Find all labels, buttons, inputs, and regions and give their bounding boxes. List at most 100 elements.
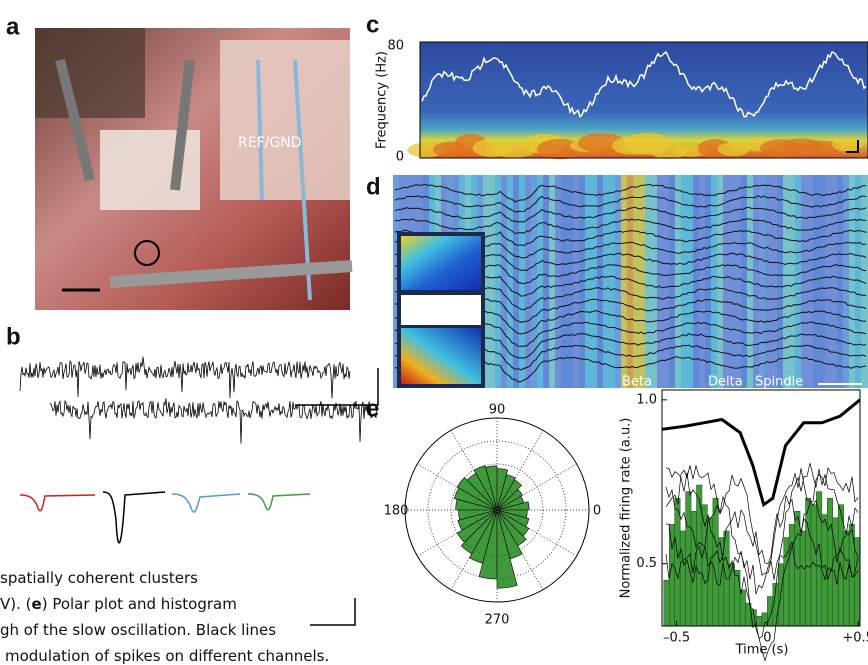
stripe (849, 175, 855, 388)
y-tick-label: 1.0 (636, 392, 657, 407)
stripe (579, 175, 585, 388)
stripe (609, 175, 615, 388)
stripe (519, 175, 525, 388)
stripe (639, 175, 645, 388)
stripe (675, 175, 681, 388)
caption-line: modulation of spikes on different channe… (5, 647, 329, 665)
trace (49, 398, 379, 444)
stripe (711, 175, 717, 388)
stripe (777, 175, 783, 388)
bar (723, 530, 730, 627)
stripe (819, 175, 825, 388)
trace (19, 356, 351, 399)
waveform (171, 493, 241, 513)
polar-plot (404, 417, 590, 603)
bar (728, 563, 735, 627)
waveform (247, 493, 311, 511)
stripe (651, 175, 657, 388)
bar (674, 497, 681, 627)
channel-trace (665, 468, 859, 595)
panel-label: b (6, 323, 21, 350)
stripe (489, 175, 495, 388)
stripe (543, 175, 549, 388)
bar (794, 511, 801, 627)
stripe (621, 175, 627, 388)
stripe (663, 175, 669, 388)
x-tick-label: +0.5 (842, 631, 868, 646)
caption-text: e (32, 595, 42, 613)
surgery-photo: REF/GND (35, 28, 353, 310)
axis-label: Normalized firing rate (a.u.) (619, 418, 634, 599)
mean-curve (661, 398, 861, 508)
stripe (585, 175, 591, 388)
event-label: Delta (708, 375, 743, 390)
axis-label: Time (s) (735, 643, 789, 658)
panel-label: a (6, 13, 20, 40)
stripe (837, 175, 843, 388)
caption-line: V). (e) Polar plot and histogram (0, 595, 237, 613)
caption-text: ) Polar plot and histogram (42, 595, 237, 613)
bar (788, 524, 795, 627)
stripe (789, 175, 795, 388)
polar-spoke (450, 430, 544, 590)
stripe (753, 175, 759, 388)
panel-label: c (366, 11, 379, 38)
bar (805, 497, 812, 627)
stripe (537, 175, 543, 388)
rose-sector (455, 498, 498, 511)
scale-bar (295, 368, 379, 406)
stripe (627, 175, 633, 388)
stripe (483, 175, 489, 388)
stripe (735, 175, 741, 388)
bar (739, 589, 746, 627)
stripe (855, 175, 861, 388)
stripe (759, 175, 765, 388)
stripe (825, 175, 831, 388)
stripe (765, 175, 771, 388)
channel-trace (665, 495, 859, 585)
stripe (687, 175, 693, 388)
stripe (597, 175, 603, 388)
bar (832, 517, 839, 627)
firing-rate-chart: 0.5 1.0 –0.5 0 +0.5 (636, 389, 868, 662)
event-label: Beta (622, 375, 652, 390)
axis-label: Frequency (Hz) (375, 51, 390, 149)
stripe (681, 175, 687, 388)
stripe (705, 175, 711, 388)
stripe (861, 175, 867, 388)
stripe (555, 175, 561, 388)
stripe (801, 175, 807, 388)
stripe (513, 175, 519, 388)
panel-label: d (366, 173, 381, 200)
rose-sector (496, 509, 523, 560)
stripe (591, 175, 597, 388)
event-label: Spindle (755, 375, 803, 390)
bar (712, 497, 719, 627)
bar (679, 530, 686, 627)
stripe (831, 175, 837, 388)
bar (821, 514, 828, 627)
photo-label: REF/GND (238, 135, 301, 151)
stripe (843, 175, 849, 388)
stripe (729, 175, 735, 388)
stripe (717, 175, 723, 388)
blob (801, 140, 842, 155)
stripe (531, 175, 537, 388)
stripe (795, 175, 801, 388)
y-tick-label: 0 (396, 150, 404, 165)
stripe (603, 175, 609, 388)
bar (663, 579, 670, 627)
bar (734, 570, 741, 627)
polar-spoke (450, 430, 544, 590)
stripe (669, 175, 675, 388)
rose-sector (496, 509, 528, 519)
stripe (567, 175, 573, 388)
caption-line: gh of the slow oscillation. Black lines (0, 621, 276, 639)
trace (394, 218, 867, 235)
polar-ring (427, 440, 567, 580)
stripe (699, 175, 705, 388)
stripe (657, 175, 663, 388)
y-tick-label: 80 (387, 39, 404, 54)
y-tick-label: 0.5 (636, 556, 657, 571)
stripe (561, 175, 567, 388)
